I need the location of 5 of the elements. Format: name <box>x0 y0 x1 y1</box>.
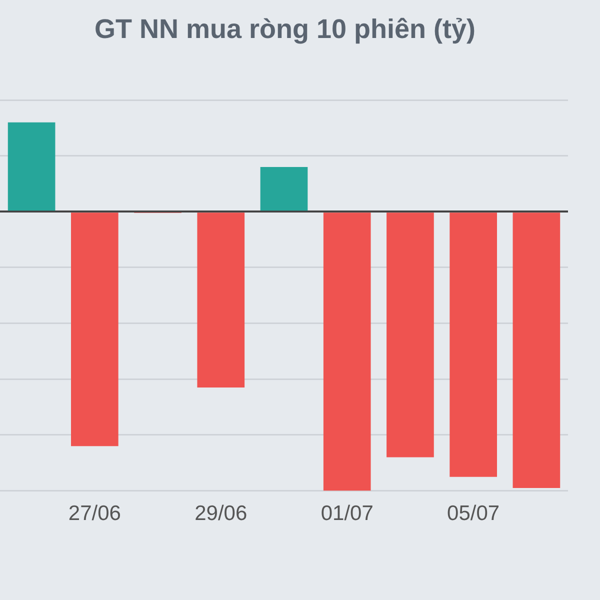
chart-title: GT NN mua ròng 10 phiên (tỷ) <box>93 14 477 45</box>
x-tick-label: 27/06 <box>68 502 121 526</box>
x-tick-label: 29/06 <box>194 502 248 526</box>
x-tick-label: 01/07 <box>320 502 374 526</box>
x-tick-label: 05/07 <box>447 502 500 526</box>
